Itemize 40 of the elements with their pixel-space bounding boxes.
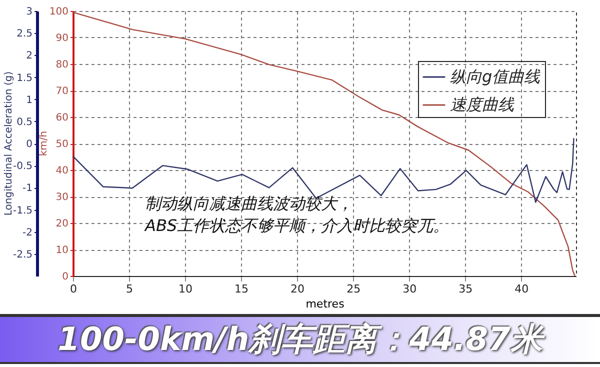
y-tick-label: 90 (56, 33, 68, 44)
y2-tick-label: 1.5 (16, 72, 32, 84)
text: 100-0km/h刹车距离：44.87米 (0, 317, 600, 362)
y2-tick-label: -1 (22, 183, 32, 194)
x-tick-label: 15 (234, 282, 249, 296)
y2-tick-label: -2 (22, 227, 32, 238)
y-tick-label: 60 (56, 112, 68, 124)
y2-tick-label: 2.5 (16, 28, 32, 40)
line-series (72, 12, 576, 277)
x-tick-label: 25 (346, 282, 361, 296)
x-tick-label: 30 (402, 282, 417, 296)
x-tick-label: 5 (126, 282, 134, 296)
annotation: 制动纵向减速曲线波动较大， ABS工作状态不够平顺，介入时比较突兀。 (144, 194, 450, 235)
y-axis-title: km/h (38, 130, 50, 156)
legend-label: 纵向g值曲线 (450, 67, 542, 86)
y2-tick-label: 0 (26, 139, 32, 150)
x-tick-label: 35 (458, 282, 473, 296)
x-tick-label: 0 (70, 282, 77, 296)
y2-tick-label: 0.5 (16, 116, 32, 128)
legend-label: 速度曲线 (450, 95, 515, 114)
x-axis-title: metres (306, 298, 345, 310)
y2-tick-label: 1 (26, 94, 32, 106)
y-tick-label: 70 (56, 86, 68, 97)
y-tick-label: 40 (56, 166, 68, 176)
y-tick-label: 0 (62, 272, 68, 282)
y-tick-label: 20 (56, 218, 68, 230)
y2-tick-label: 2 (26, 50, 32, 62)
y2-tick-label: -0.5 (12, 161, 32, 172)
y2-tick-label: -1.5 (12, 205, 32, 216)
y-tick-label: 10 (56, 245, 68, 256)
y2-tick-label: -2.5 (12, 249, 32, 260)
x-tick-label: 40 (514, 282, 529, 296)
y-tick-label: 100 (49, 6, 68, 18)
y-tick-label: 30 (56, 192, 68, 203)
y2-axis-title: Longitudinal Acceleration (g) (4, 71, 14, 216)
y-tick-label: 80 (56, 60, 68, 70)
x-tick-label: 10 (178, 282, 193, 296)
y2-tick-label: 3 (26, 6, 32, 18)
x-tick-label: 20 (290, 282, 305, 296)
y-tick-label: 50 (56, 139, 68, 150)
